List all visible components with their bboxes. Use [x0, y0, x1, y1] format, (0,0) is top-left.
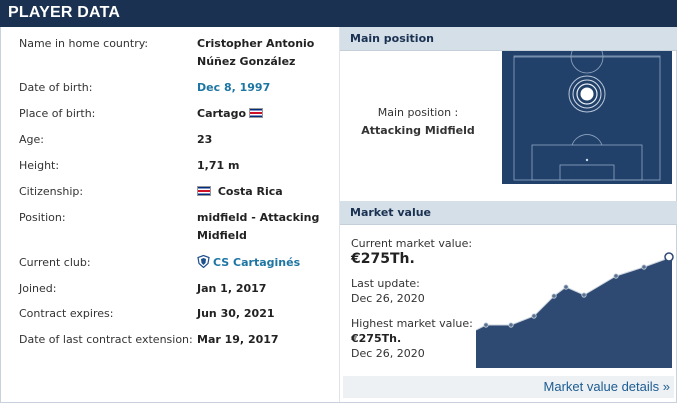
info-value: 23: [197, 133, 213, 146]
info-value: midfield - Attacking Midfield: [197, 211, 320, 242]
birthplace-text: Cartago: [197, 107, 247, 120]
info-value: Mar 19, 2017: [197, 333, 279, 346]
last-update-value: Dec 26, 2020: [351, 292, 425, 305]
market-value-points: [483, 264, 647, 328]
club-link[interactable]: CS Cartaginés: [197, 254, 342, 272]
info-value: Jun 30, 2021: [197, 307, 275, 320]
info-label: Age:: [19, 133, 44, 146]
citizenship-text: Costa Rica: [217, 185, 283, 198]
costa-rica-flag-icon: [249, 108, 264, 118]
info-label: Joined:: [19, 282, 57, 295]
player-data-panel: Name in home country: Cristopher Antonio…: [0, 27, 677, 403]
info-value: Jan 1, 2017: [197, 282, 267, 295]
info-label: Height:: [19, 159, 60, 172]
section-header: PLAYER DATA: [0, 0, 677, 27]
market-value-header: Market value: [340, 201, 677, 225]
main-position-label: Main position :: [377, 106, 459, 119]
last-update-label: Last update:: [351, 277, 420, 290]
info-label: Current club:: [19, 256, 91, 269]
info-label: Date of last contract extension:: [19, 333, 193, 346]
info-value: Costa Rica: [197, 183, 342, 201]
info-label: Date of birth:: [19, 81, 93, 94]
main-position-header: Main position: [340, 27, 677, 51]
main-position-caption: Main position : Attacking Midfield: [350, 104, 486, 140]
club-crest-icon: [197, 255, 210, 268]
market-value-area: [476, 255, 672, 368]
dob-link[interactable]: Dec 8, 1997: [197, 81, 271, 94]
column-divider: [339, 27, 340, 402]
pitch-diagram: [502, 51, 672, 184]
highest-market-value-date: Dec 26, 2020: [351, 347, 425, 360]
info-label: Position:: [19, 211, 66, 224]
info-label: Citizenship:: [19, 185, 84, 198]
info-value: Cristopher Antonio Núñez González: [197, 37, 315, 68]
market-value-graph: [476, 252, 674, 368]
latest-value-marker: [664, 252, 674, 262]
highest-market-value: €275Th.: [351, 332, 402, 345]
info-label: Place of birth:: [19, 107, 96, 120]
info-label: Name in home country:: [19, 37, 149, 50]
section-title: PLAYER DATA: [8, 4, 121, 21]
info-value: 1,71 m: [197, 159, 240, 172]
club-name: CS Cartaginés: [213, 256, 301, 269]
info-value: Cartago: [197, 105, 342, 123]
market-value-details-link[interactable]: Market value details »: [543, 379, 670, 394]
info-label: Contract expires:: [19, 307, 114, 320]
market-value-heading: Market value: [350, 206, 432, 219]
highest-market-value-label: Highest market value:: [351, 317, 473, 330]
current-market-value: €275Th.: [351, 251, 415, 267]
costa-rica-flag-icon: [197, 186, 211, 196]
current-market-value-label: Current market value:: [351, 237, 473, 250]
player-info-list: Name in home country: Cristopher Antonio…: [1, 27, 339, 402]
main-position-value: Attacking Midfield: [361, 124, 475, 137]
market-value-details-bar: Market value details »: [343, 376, 674, 398]
main-position-heading: Main position: [350, 32, 434, 45]
right-column: Main position Main position : Attacking …: [340, 27, 677, 402]
